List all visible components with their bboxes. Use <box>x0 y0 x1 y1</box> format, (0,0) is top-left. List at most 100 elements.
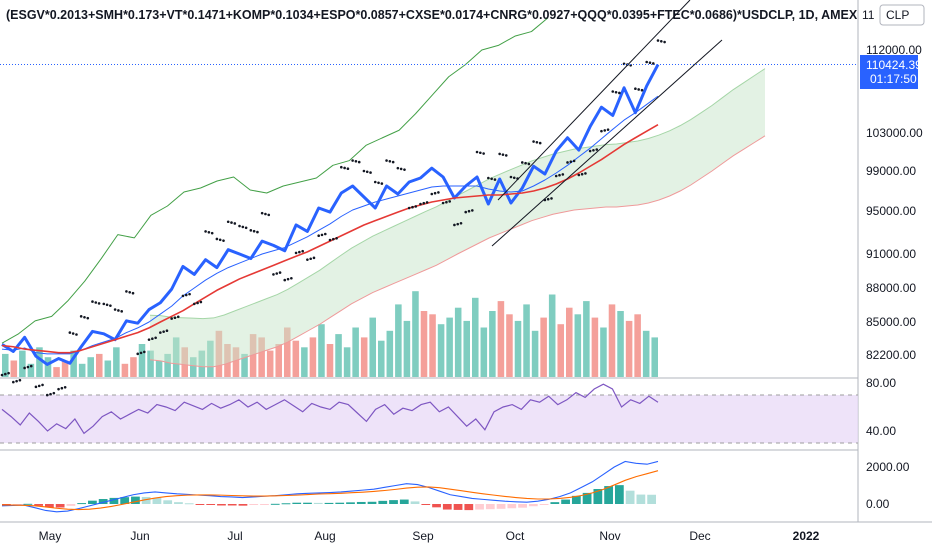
macd-histogram-bar <box>453 504 463 510</box>
sar-dot <box>645 60 648 64</box>
sar-dot <box>312 256 316 260</box>
sar-dot <box>546 197 550 201</box>
volume-bar <box>514 320 522 377</box>
volume-bar <box>360 337 368 377</box>
sar-dot <box>267 213 271 217</box>
macd-histogram-bar <box>614 485 624 504</box>
sar-dot <box>543 198 547 202</box>
sar-dot <box>75 333 78 336</box>
macd-histogram-bar <box>442 504 452 510</box>
macd-histogram-bar <box>475 504 484 510</box>
sar-dot <box>94 301 98 304</box>
macd-histogram-bar <box>260 504 269 505</box>
volume-bar <box>44 357 52 377</box>
time-tick-label: Nov <box>599 529 620 543</box>
currency-badge[interactable] <box>879 4 925 26</box>
price-tick-label: 91000.00 <box>866 247 916 261</box>
sar-dot <box>256 230 259 234</box>
time-tick-label: 2022 <box>793 529 820 543</box>
macd-histogram-bar <box>485 504 495 510</box>
sar-dot <box>580 172 584 176</box>
sar-dot <box>340 165 343 169</box>
volume-bar <box>318 324 325 377</box>
sar-dot <box>566 161 569 164</box>
sar-dot <box>569 160 573 163</box>
sar-dot <box>83 315 86 319</box>
volume-bar <box>138 344 146 377</box>
price-tick-label: 82200.00 <box>866 348 916 362</box>
volume-bar <box>2 353 9 377</box>
sar-dot <box>403 168 406 171</box>
parabolic-sar-dots <box>0 39 666 397</box>
volume-bar <box>96 353 103 377</box>
sar-dot <box>131 291 135 295</box>
sar-dot <box>117 309 120 312</box>
sar-dot <box>34 385 38 389</box>
volume-bar <box>446 317 453 377</box>
macd-series <box>1 460 659 513</box>
sar-dot <box>535 141 539 144</box>
top-right-label: 11 <box>862 8 875 22</box>
sar-dot <box>0 373 4 377</box>
sar-dot <box>301 249 304 253</box>
macd-histogram-bar <box>571 495 581 504</box>
sar-dot <box>335 237 338 240</box>
sar-dot <box>294 251 298 255</box>
volume-bar <box>651 337 658 377</box>
volume-bar <box>121 363 129 377</box>
sar-dot <box>648 61 652 65</box>
sar-dot <box>63 385 67 389</box>
sar-dot <box>4 372 7 376</box>
price-tick-label: 88000.00 <box>866 281 916 295</box>
sar-dot <box>102 302 106 306</box>
volume-bar <box>437 324 445 377</box>
last-price-value: 110424.39 <box>866 58 922 72</box>
sar-dot <box>15 379 18 383</box>
signal-line <box>1 470 659 511</box>
sar-dot <box>512 176 516 180</box>
sar-dot <box>487 176 490 180</box>
sar-dot <box>445 200 448 204</box>
volume-histogram <box>2 291 658 377</box>
sar-dot <box>230 221 233 224</box>
sar-dot <box>651 62 655 65</box>
macd-histogram-bar <box>496 504 506 509</box>
time-tick-label: Sep <box>412 529 434 543</box>
channel-lower-line[interactable] <box>491 39 723 247</box>
sar-dot <box>241 225 245 229</box>
volume-bar <box>429 314 436 377</box>
macd-histogram-bar <box>593 489 603 504</box>
volume-bar <box>113 347 120 377</box>
channel-upper-line[interactable] <box>497 0 691 201</box>
sar-dot <box>41 383 44 387</box>
macd-histogram-bar <box>88 500 97 504</box>
price-axis-ticks: 112000.00 103000.00 99000.00 95000.00 91000.… <box>866 43 923 362</box>
time-tick-label: Aug <box>314 529 335 543</box>
sar-dot <box>550 197 553 200</box>
macd-histogram-bar <box>550 502 560 504</box>
volume-bar <box>625 320 633 377</box>
macd-histogram-bar <box>507 504 517 509</box>
volume-bar <box>147 350 154 377</box>
sar-dot <box>18 378 22 382</box>
macd-tick-label: 2000.00 <box>866 460 910 474</box>
sar-dot <box>278 271 282 274</box>
time-tick-label: Oct <box>506 529 525 543</box>
sar-dot <box>509 175 513 179</box>
macd-line <box>1 460 659 513</box>
sar-dot <box>283 278 287 282</box>
volume-bar <box>608 304 616 377</box>
sar-dot <box>380 182 384 185</box>
macd-histogram-bar <box>184 503 194 505</box>
time-tick-label: Jul <box>227 529 242 543</box>
volume-bar <box>642 330 650 377</box>
sar-dot <box>97 302 101 305</box>
sar-dot <box>467 209 471 213</box>
volume-bar <box>352 327 359 377</box>
price-tick-label: 99000.00 <box>866 164 916 178</box>
sar-dot <box>606 128 610 131</box>
sar-dot <box>437 191 440 194</box>
sar-dot <box>12 380 15 384</box>
sar-dot <box>618 91 621 95</box>
macd-histogram-bar <box>528 504 538 507</box>
